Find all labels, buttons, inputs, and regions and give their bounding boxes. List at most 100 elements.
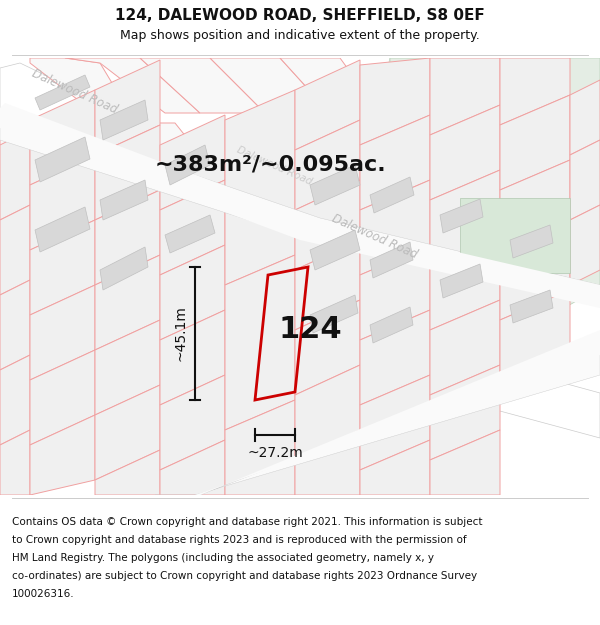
Polygon shape bbox=[360, 115, 430, 210]
Polygon shape bbox=[295, 60, 360, 150]
Polygon shape bbox=[95, 255, 160, 350]
Polygon shape bbox=[120, 273, 600, 438]
Polygon shape bbox=[360, 58, 430, 145]
Polygon shape bbox=[160, 440, 225, 495]
Polygon shape bbox=[225, 255, 295, 430]
Polygon shape bbox=[30, 155, 95, 250]
Polygon shape bbox=[390, 58, 600, 338]
Polygon shape bbox=[370, 242, 413, 278]
Polygon shape bbox=[160, 375, 225, 470]
Polygon shape bbox=[370, 177, 414, 213]
Polygon shape bbox=[140, 123, 270, 223]
Polygon shape bbox=[430, 235, 500, 330]
Text: Map shows position and indicative extent of the property.: Map shows position and indicative extent… bbox=[120, 29, 480, 42]
Polygon shape bbox=[360, 180, 430, 275]
Polygon shape bbox=[440, 264, 483, 298]
Polygon shape bbox=[295, 120, 360, 210]
Polygon shape bbox=[100, 100, 148, 140]
Text: HM Land Registry. The polygons (including the associated geometry, namely x, y: HM Land Registry. The polygons (includin… bbox=[12, 553, 434, 563]
Polygon shape bbox=[510, 225, 553, 258]
Polygon shape bbox=[295, 240, 360, 330]
Polygon shape bbox=[30, 220, 95, 315]
Text: 124, DALEWOOD ROAD, SHEFFIELD, S8 0EF: 124, DALEWOOD ROAD, SHEFFIELD, S8 0EF bbox=[115, 9, 485, 24]
Polygon shape bbox=[570, 140, 600, 220]
Text: co-ordinates) are subject to Crown copyright and database rights 2023 Ordnance S: co-ordinates) are subject to Crown copyr… bbox=[12, 571, 477, 581]
Polygon shape bbox=[65, 58, 200, 113]
Polygon shape bbox=[95, 190, 160, 285]
Text: Dalewood Road: Dalewood Road bbox=[330, 212, 419, 261]
Text: to Crown copyright and database rights 2023 and is reproduced with the permissio: to Crown copyright and database rights 2… bbox=[12, 535, 467, 545]
Polygon shape bbox=[430, 430, 500, 495]
Polygon shape bbox=[95, 385, 160, 480]
Polygon shape bbox=[440, 199, 483, 233]
Polygon shape bbox=[100, 123, 235, 223]
Polygon shape bbox=[360, 310, 430, 405]
Polygon shape bbox=[0, 430, 30, 495]
Polygon shape bbox=[500, 225, 570, 320]
Polygon shape bbox=[460, 198, 570, 273]
Polygon shape bbox=[360, 245, 430, 340]
Polygon shape bbox=[430, 58, 500, 135]
Polygon shape bbox=[30, 90, 95, 185]
Polygon shape bbox=[360, 440, 430, 495]
Polygon shape bbox=[35, 207, 90, 252]
Polygon shape bbox=[100, 247, 148, 290]
Polygon shape bbox=[30, 415, 95, 495]
Polygon shape bbox=[370, 58, 600, 338]
Text: ~383m²/~0.095ac.: ~383m²/~0.095ac. bbox=[155, 155, 386, 175]
Polygon shape bbox=[30, 58, 130, 113]
Text: Dalewood Road: Dalewood Road bbox=[235, 145, 313, 187]
Polygon shape bbox=[30, 285, 95, 380]
Polygon shape bbox=[30, 123, 165, 223]
Polygon shape bbox=[160, 115, 225, 210]
Polygon shape bbox=[210, 58, 330, 113]
Polygon shape bbox=[35, 75, 90, 110]
Polygon shape bbox=[0, 108, 600, 305]
Polygon shape bbox=[430, 170, 500, 265]
Polygon shape bbox=[500, 58, 570, 125]
Polygon shape bbox=[295, 300, 360, 395]
Polygon shape bbox=[35, 137, 90, 182]
Polygon shape bbox=[148, 330, 600, 495]
Polygon shape bbox=[0, 280, 30, 370]
Polygon shape bbox=[0, 130, 30, 220]
Polygon shape bbox=[0, 205, 30, 295]
Polygon shape bbox=[500, 95, 570, 190]
Polygon shape bbox=[160, 180, 225, 275]
Polygon shape bbox=[160, 310, 225, 405]
Text: ~27.2m: ~27.2m bbox=[247, 446, 303, 460]
Polygon shape bbox=[100, 180, 148, 220]
Polygon shape bbox=[455, 188, 570, 278]
Polygon shape bbox=[95, 60, 160, 155]
Polygon shape bbox=[280, 58, 380, 113]
Polygon shape bbox=[0, 123, 95, 223]
Polygon shape bbox=[295, 180, 360, 270]
Polygon shape bbox=[430, 365, 500, 460]
Polygon shape bbox=[160, 245, 225, 340]
Polygon shape bbox=[155, 340, 600, 495]
Text: ~45.1m: ~45.1m bbox=[174, 306, 188, 361]
Polygon shape bbox=[95, 450, 160, 495]
Polygon shape bbox=[370, 307, 413, 343]
Polygon shape bbox=[140, 58, 265, 113]
Polygon shape bbox=[500, 160, 570, 255]
Polygon shape bbox=[225, 400, 295, 495]
Polygon shape bbox=[165, 145, 210, 185]
Polygon shape bbox=[225, 90, 295, 285]
Text: 124: 124 bbox=[278, 316, 342, 344]
Text: 100026316.: 100026316. bbox=[12, 589, 74, 599]
Polygon shape bbox=[295, 365, 360, 460]
Text: Contains OS data © Crown copyright and database right 2021. This information is : Contains OS data © Crown copyright and d… bbox=[12, 517, 482, 527]
Text: Dalewood Road: Dalewood Road bbox=[30, 67, 119, 116]
Polygon shape bbox=[0, 63, 330, 258]
Polygon shape bbox=[0, 355, 30, 445]
Polygon shape bbox=[570, 205, 600, 285]
Polygon shape bbox=[510, 290, 553, 323]
Polygon shape bbox=[295, 430, 360, 495]
Polygon shape bbox=[165, 215, 215, 253]
Polygon shape bbox=[30, 350, 95, 445]
Polygon shape bbox=[95, 125, 160, 220]
Polygon shape bbox=[310, 295, 358, 333]
Polygon shape bbox=[0, 103, 600, 308]
Polygon shape bbox=[65, 123, 200, 223]
